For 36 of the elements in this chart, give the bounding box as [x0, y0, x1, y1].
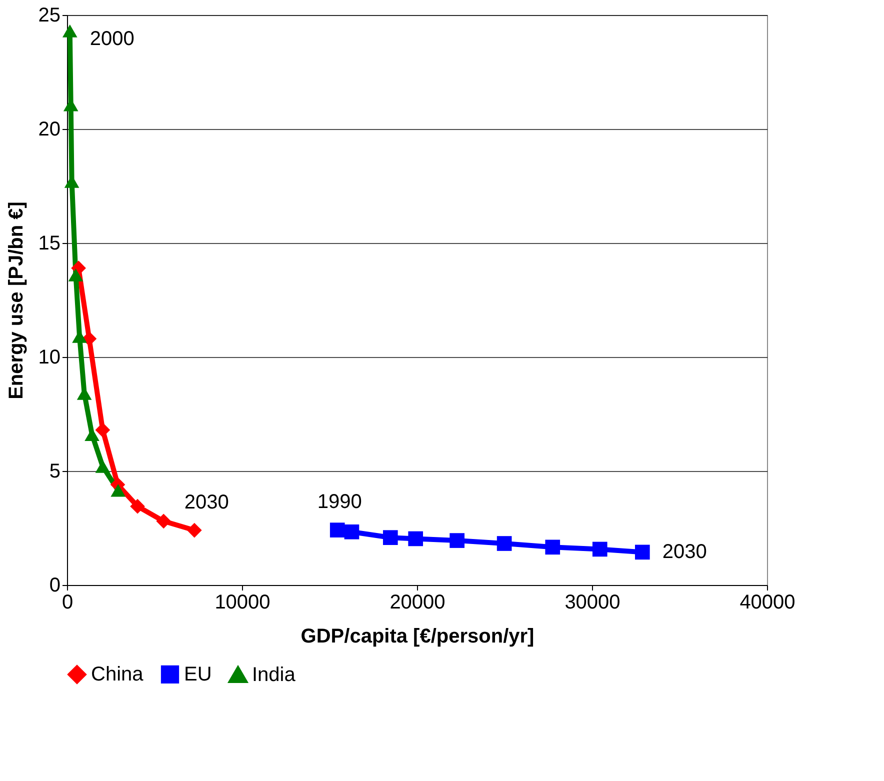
point: [68, 268, 84, 282]
y-axis-title: Energy use [PJ/bn €]: [5, 202, 28, 400]
annotation: 2030: [184, 491, 229, 514]
point: [186, 522, 202, 538]
legend-label: India: [252, 664, 296, 686]
point: [592, 542, 608, 557]
legend-label: China: [91, 663, 144, 686]
y-tick-label: 5: [49, 460, 60, 482]
y-tick-label: 0: [49, 574, 60, 596]
annotation: 2000: [90, 28, 134, 50]
y-tick-label: 25: [38, 4, 60, 26]
point: [545, 540, 560, 555]
legend-label: EU: [184, 663, 212, 686]
x-tick-label: 10000: [214, 592, 270, 614]
point: [110, 484, 126, 497]
x-tick-label: 20000: [390, 592, 446, 614]
point: [62, 24, 78, 38]
point: [496, 536, 512, 551]
x-axis-title: GDP/capita [€/person/yr]: [300, 626, 534, 648]
point: [95, 422, 110, 438]
point: [408, 531, 424, 546]
y-tick-label: 20: [38, 118, 60, 140]
x-tick-label: 30000: [564, 592, 620, 614]
y-tick-label: 10: [38, 346, 60, 368]
point: [330, 522, 345, 538]
point: [95, 460, 110, 473]
point: [634, 544, 650, 560]
y-tick-label: 15: [38, 232, 60, 254]
annotation: 2030: [662, 541, 707, 564]
x-tick-label: 40000: [740, 592, 796, 614]
point: [156, 514, 172, 529]
point: [344, 524, 360, 540]
point: [130, 498, 145, 514]
annotation: 1990: [317, 491, 362, 514]
point: [450, 533, 464, 548]
point: [382, 530, 398, 545]
